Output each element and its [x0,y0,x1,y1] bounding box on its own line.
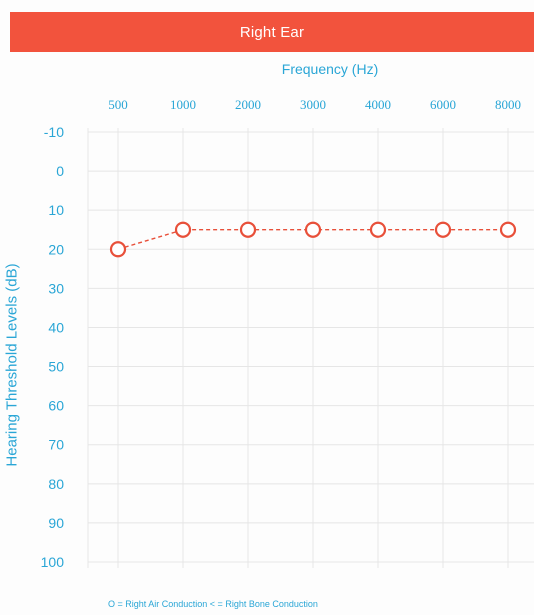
x-tick-label: 4000 [365,97,391,112]
chart-header: Right Ear [10,12,534,52]
y-tick-label: 20 [48,241,64,257]
x-tick-label: 1000 [170,97,196,112]
data-point-3000 [304,221,322,238]
y-tick-label: 0 [56,163,64,179]
data-point-4000 [369,221,387,238]
y-tick-label: 30 [48,280,64,296]
y-tick-label: 60 [48,398,64,414]
x-axis-label: Frequency (Hz) [281,61,379,77]
y-tick-labels: -10 0 10 20 30 40 50 60 70 80 90 100 [41,124,65,570]
y-tick-label: 50 [48,359,64,375]
y-tick-label: 70 [48,437,64,453]
x-tick-label: 6000 [430,97,456,112]
y-tick-label: 100 [41,554,65,570]
x-tick-label: 3000 [300,97,326,112]
chart-title: Right Ear [239,23,305,41]
y-tick-label: 90 [48,515,64,531]
data-point-8000 [499,221,517,238]
y-tick-label: 40 [48,319,64,335]
y-tick-label: 10 [48,202,64,218]
y-tick-label: -10 [44,124,64,140]
series [109,221,517,258]
grid [87,128,534,568]
data-point-6000 [434,221,452,238]
x-tick-label: 500 [108,97,128,112]
x-tick-label: 8000 [495,97,521,112]
x-tick-labels: 500 1000 2000 3000 4000 6000 8000 [108,97,521,112]
x-tick-label: 2000 [235,97,261,112]
data-point-1000 [174,221,192,238]
data-point-500 [109,241,127,258]
legend: O = Right Air Conduction < = Right Bone … [108,599,318,609]
y-tick-label: 80 [48,476,64,492]
data-point-2000 [239,221,257,238]
